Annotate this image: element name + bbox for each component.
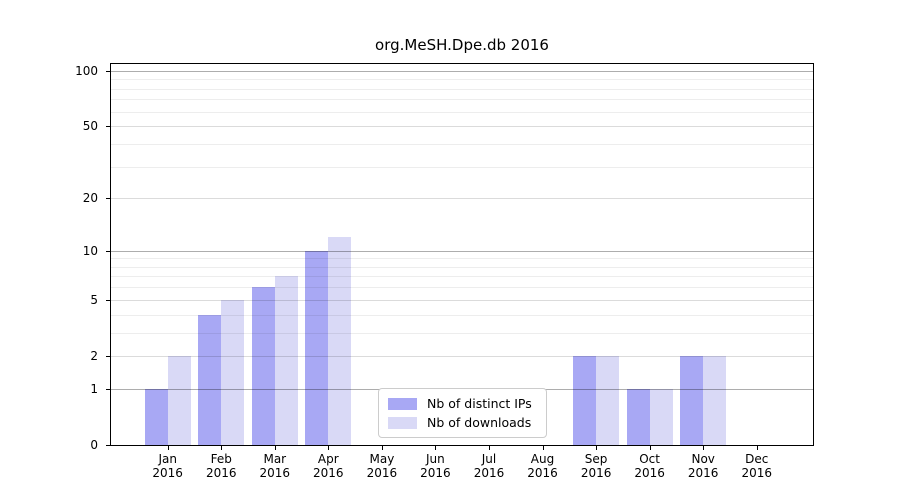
bar-nb-of-distinct-ips-feb — [198, 314, 222, 445]
bar-nb-of-downloads-apr — [328, 237, 352, 445]
gridline-y-5 — [111, 299, 813, 301]
legend: Nb of distinct IPs Nb of downloads — [378, 388, 547, 438]
gridline-y-20 — [111, 198, 813, 200]
gridline-y-70 — [111, 99, 813, 101]
x-tick-label-feb: Feb 2016 — [206, 452, 237, 480]
gridline-y-80 — [111, 88, 813, 90]
bar-nb-of-downloads-sep — [596, 355, 620, 445]
bar-nb-of-distinct-ips-mar — [251, 287, 275, 445]
bar-nb-of-downloads-oct — [649, 388, 673, 445]
bar-nb-of-downloads-nov — [703, 355, 727, 445]
gridline-y-8 — [111, 266, 813, 268]
x-tick-label-jan: Jan 2016 — [152, 452, 183, 480]
legend-label-distinct-ips: Nb of distinct IPs — [427, 396, 532, 411]
x-tick-mark-jun — [435, 446, 437, 450]
y-tick-label-50: 50 — [82, 119, 98, 134]
y-tick-mark-0 — [106, 445, 110, 446]
x-tick-mark-nov — [703, 446, 705, 450]
y-tick-label-2: 2 — [90, 348, 98, 363]
x-tick-mark-may — [381, 446, 383, 450]
x-tick-mark-oct — [649, 446, 651, 450]
gridline-y-2 — [111, 355, 813, 357]
gridline-y-3 — [111, 332, 813, 334]
gridline-y-100 — [111, 70, 813, 72]
bar-nb-of-distinct-ips-apr — [305, 250, 329, 445]
gridline-y-6 — [111, 287, 813, 289]
x-tick-label-oct: Oct 2016 — [634, 452, 665, 480]
x-tick-label-aug: Aug 2016 — [527, 452, 558, 480]
y-tick-mark-100 — [106, 70, 110, 72]
y-tick-label-20: 20 — [82, 191, 98, 206]
gridline-y-7 — [111, 276, 813, 278]
legend-swatch-distinct-ips — [388, 397, 417, 410]
y-tick-mark-1 — [106, 388, 110, 390]
legend-swatch-downloads — [388, 416, 417, 429]
y-tick-mark-50 — [106, 126, 110, 128]
x-tick-label-jun: Jun 2016 — [420, 452, 451, 480]
y-tick-label-1: 1 — [90, 381, 98, 396]
legend-item-distinct-ips: Nb of distinct IPs — [388, 396, 537, 411]
x-tick-label-nov: Nov 2016 — [687, 452, 719, 480]
y-tick-mark-10 — [106, 250, 110, 252]
bar-nb-of-distinct-ips-jan — [144, 388, 168, 445]
bar-nb-of-downloads-mar — [274, 276, 298, 445]
gridline-y-40 — [111, 143, 813, 145]
x-tick-label-sep: Sep 2016 — [580, 452, 612, 480]
legend-item-downloads: Nb of downloads — [388, 415, 537, 430]
bar-nb-of-downloads-feb — [221, 299, 245, 445]
bar-nb-of-distinct-ips-sep — [573, 355, 597, 445]
y-tick-mark-20 — [106, 198, 110, 200]
x-tick-label-mar: Mar 2016 — [259, 452, 291, 480]
x-tick-mark-jan — [167, 446, 169, 450]
gridline-y-90 — [111, 79, 813, 81]
gridline-y-9 — [111, 258, 813, 260]
x-tick-mark-feb — [221, 446, 223, 450]
gridline-y-50 — [111, 126, 813, 128]
bar-nb-of-downloads-jan — [167, 355, 191, 445]
bar-nb-of-distinct-ips-nov — [680, 355, 704, 445]
x-tick-mark-aug — [542, 446, 544, 450]
x-tick-mark-mar — [274, 446, 276, 450]
x-tick-mark-apr — [328, 446, 330, 450]
x-tick-label-jul: Jul 2016 — [473, 452, 505, 480]
x-tick-mark-jul — [489, 446, 490, 450]
legend-label-downloads: Nb of downloads — [427, 415, 532, 430]
x-tick-mark-sep — [596, 446, 598, 450]
gridline-y-60 — [111, 111, 813, 113]
x-tick-mark-dec — [756, 446, 758, 450]
y-tick-label-100: 100 — [75, 63, 98, 78]
y-tick-mark-2 — [106, 355, 110, 357]
x-tick-label-dec: Dec 2016 — [741, 452, 773, 480]
y-tick-label-0: 0 — [90, 438, 98, 452]
gridline-y-10 — [111, 250, 813, 252]
y-tick-label-10: 10 — [82, 243, 98, 258]
x-tick-label-apr: Apr 2016 — [313, 452, 344, 480]
gridline-y-30 — [111, 166, 813, 168]
bar-nb-of-distinct-ips-oct — [626, 388, 650, 445]
y-tick-label-5: 5 — [90, 292, 98, 307]
chart-title: org.MeSH.Dpe.db 2016 — [375, 36, 549, 54]
x-tick-label-may: May 2016 — [366, 452, 398, 480]
gridline-y-4 — [111, 314, 813, 316]
y-tick-mark-5 — [106, 299, 110, 301]
